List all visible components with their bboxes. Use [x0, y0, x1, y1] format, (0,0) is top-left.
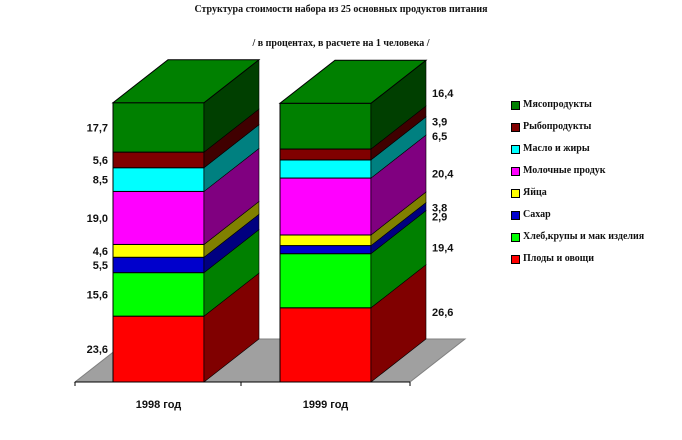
bar-segment-front: [279, 245, 372, 255]
bar-top-face: [278, 59, 428, 104]
data-label: 3,8: [432, 202, 447, 214]
data-label: 19,4: [432, 243, 454, 255]
bar-segment-front: [279, 102, 372, 150]
data-label: 6,5: [432, 131, 447, 143]
legend-item: Хлеб,крупы и мак изделия: [511, 231, 681, 242]
legend-swatch: [511, 145, 520, 154]
bar-segment-front: [112, 315, 205, 383]
legend-swatch: [511, 123, 520, 132]
bar-top-face: [111, 59, 261, 104]
legend-swatch: [511, 255, 520, 264]
data-label: 3,9: [432, 116, 447, 128]
data-label: 4,6: [93, 246, 108, 258]
legend-swatch: [511, 167, 520, 176]
legend-item: Яйца: [511, 187, 681, 198]
data-label: 23,6: [87, 344, 108, 356]
bar-segment-front: [279, 253, 372, 309]
legend-label: Яйца: [523, 187, 547, 198]
legend-label: Рыбопродукты: [523, 121, 592, 132]
legend-item: Молочные продук: [511, 165, 681, 176]
data-label: 5,5: [93, 260, 108, 272]
bar-segment-front: [112, 190, 205, 245]
bar-segment-front: [279, 177, 372, 236]
legend-label: Сахар: [523, 209, 551, 220]
data-label: 15,6: [87, 289, 108, 301]
legend-item: Масло и жиры: [511, 143, 681, 154]
data-label: 20,4: [432, 169, 454, 181]
bar-segment-front: [279, 307, 372, 383]
legend-swatch: [511, 233, 520, 242]
legend-swatch: [511, 211, 520, 220]
bar-segment-front: [112, 256, 205, 274]
legend-label: Масло и жиры: [523, 143, 590, 154]
data-label: 2,9: [432, 212, 447, 224]
data-label: 19,0: [87, 213, 108, 225]
bar-segment-front: [279, 234, 372, 247]
bar-segment-front: [112, 151, 205, 169]
legend-swatch: [511, 101, 520, 110]
data-label: 26,6: [432, 307, 453, 319]
legend-item: Мясопродукты: [511, 99, 681, 110]
bar-segment-front: [112, 272, 205, 317]
bar-segment-front: [279, 159, 372, 179]
legend: Мясопродукты Рыбопродукты Масло и жиры Моло…: [511, 99, 681, 275]
bar-segment-front: [112, 243, 205, 258]
legend-label: Плоды и овощи: [523, 253, 595, 264]
legend-item: Сахар: [511, 209, 681, 220]
bar-segment-front: [112, 102, 205, 153]
legend-label: Мясопродукты: [523, 99, 592, 110]
bar-segment-front: [112, 167, 205, 192]
data-label: 8,5: [93, 175, 108, 187]
legend-item: Плоды и овощи: [511, 253, 681, 264]
legend-swatch: [511, 189, 520, 198]
bar-segment-front: [279, 148, 372, 161]
category-label: 1998 год: [136, 399, 182, 411]
chart-title: Структура стоимости набора из 25 основны…: [194, 4, 488, 15]
legend-label: Хлеб,крупы и мак изделия: [523, 231, 645, 242]
legend-label: Молочные продук: [523, 165, 606, 176]
legend-item: Рыбопродукты: [511, 121, 681, 132]
data-label: 16,4: [432, 88, 454, 100]
data-label: 17,7: [87, 122, 108, 134]
category-label: 1999 год: [303, 399, 349, 411]
chart-subtitle: / в процентах, в расчете на 1 человека /: [252, 38, 430, 49]
data-label: 5,6: [93, 155, 108, 167]
